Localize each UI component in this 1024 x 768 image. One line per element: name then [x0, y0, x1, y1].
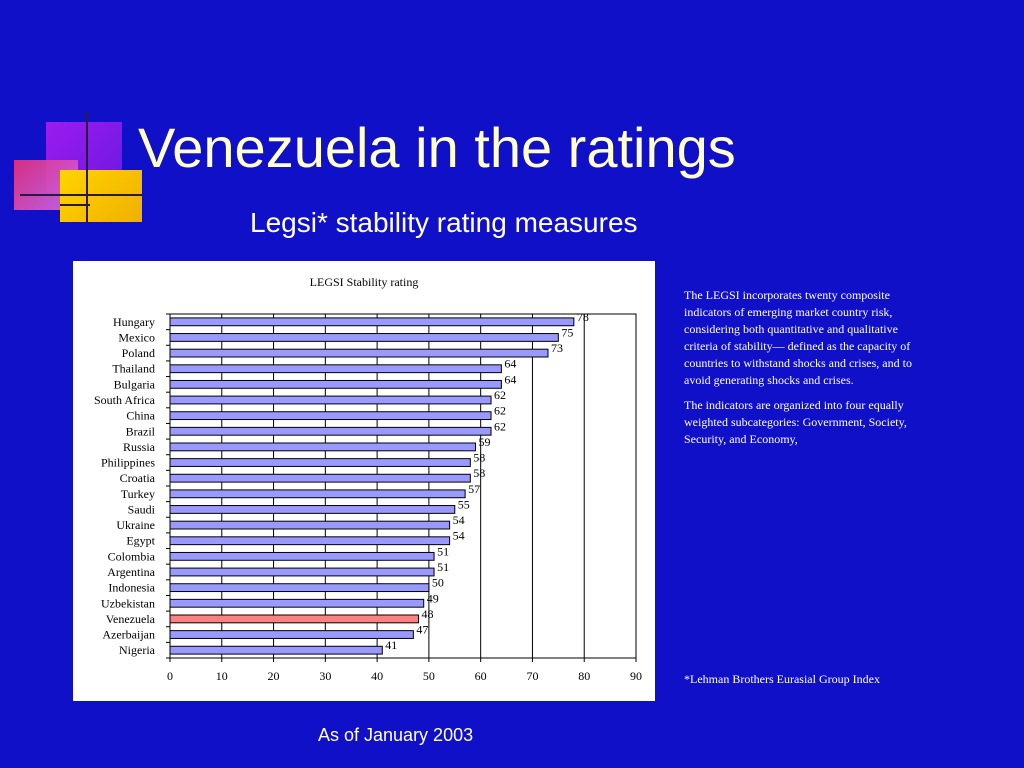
- x-tick-label: 80: [578, 669, 590, 683]
- description-paragraph-2: The indicators are organized into four e…: [684, 398, 907, 447]
- chart-panel: LEGSI Stability rating 0 10 20 30 40 50 60 70 80…: [73, 261, 655, 701]
- x-tick-label: 90: [630, 669, 642, 683]
- data-label: 78: [577, 310, 589, 324]
- data-label: 64: [504, 372, 516, 386]
- slide-title: Venezuela in the ratings: [138, 116, 736, 179]
- x-tick-label: 70: [526, 669, 538, 683]
- decorative-horizontal-line: [20, 194, 144, 196]
- category-label: Russia: [123, 440, 156, 454]
- data-label: 47: [416, 623, 428, 637]
- data-label: 58: [473, 451, 485, 465]
- category-label: Colombia: [108, 549, 156, 563]
- x-tick-label: 50: [423, 669, 435, 683]
- data-label: 54: [453, 529, 465, 543]
- bar-colombia: [169, 551, 435, 561]
- bar-saudi: [169, 505, 456, 514]
- data-label: 51: [437, 544, 449, 558]
- footnote: *Lehman Brothers Eurasial Group Index: [684, 672, 880, 686]
- bar-argentina: [169, 567, 435, 577]
- slide-subtitle: Legsi* stability rating measures: [250, 207, 638, 238]
- category-label: Argentina: [107, 565, 155, 579]
- category-label: Ukraine: [116, 518, 155, 532]
- category-label: Turkey: [121, 487, 155, 501]
- data-label: 58: [473, 466, 485, 480]
- data-label: 75: [561, 325, 573, 339]
- decorative-horizontal-line-short: [60, 204, 90, 206]
- data-label: 41: [385, 638, 397, 652]
- bar-hungary: [169, 317, 575, 327]
- category-label: Mexico: [118, 330, 155, 344]
- category-label: Poland: [122, 346, 155, 360]
- category-label: Philippines: [101, 456, 155, 470]
- category-label: Uzbekistan: [101, 596, 155, 610]
- category-label: South Africa: [94, 393, 156, 407]
- x-tick-label: 60: [475, 669, 487, 683]
- bar-ukraine: [169, 520, 451, 530]
- x-tick-label: 30: [319, 669, 331, 683]
- bar-indonesia: [169, 583, 430, 593]
- data-label: 50: [432, 576, 444, 590]
- bar-turkey: [169, 489, 466, 499]
- data-label: 48: [422, 607, 434, 621]
- bar-philippines: [169, 458, 471, 467]
- bar-mexico: [169, 333, 559, 342]
- bar-poland: [169, 348, 549, 358]
- description-paragraph-1: The LEGSI incorporates twenty composite …: [684, 288, 912, 388]
- category-label: Saudi: [128, 502, 156, 516]
- bar-chart: LEGSI Stability rating 0 10 20 30 40 50 60 70 80…: [94, 275, 642, 683]
- data-label: 64: [504, 357, 516, 371]
- category-label: Nigeria: [119, 643, 156, 657]
- bar-china: [169, 411, 492, 421]
- data-label: 51: [437, 560, 449, 574]
- data-label: 59: [478, 435, 490, 449]
- as-of-date: As of January 2003: [318, 725, 474, 745]
- category-label: Thailand: [112, 362, 155, 376]
- chart-title: LEGSI Stability rating: [310, 275, 419, 289]
- decorative-vertical-line: [86, 112, 88, 224]
- data-label: 62: [494, 419, 506, 433]
- data-label: 62: [494, 388, 506, 402]
- x-tick-label: 20: [268, 669, 280, 683]
- category-label: Brazil: [126, 424, 156, 438]
- data-label: 55: [458, 497, 470, 511]
- category-label: Venezuela: [106, 612, 156, 626]
- bar-brazil: [169, 426, 492, 436]
- data-label: 54: [453, 513, 465, 527]
- bar-thailand: [169, 364, 502, 374]
- category-label: Azerbaijan: [102, 628, 155, 642]
- bar-russia: [169, 442, 476, 452]
- category-label: Indonesia: [108, 581, 155, 595]
- decorative-yellow-square: [60, 170, 142, 222]
- category-label: Croatia: [120, 471, 156, 485]
- description-panel: The LEGSI incorporates twenty composite …: [684, 287, 934, 456]
- bar-azerbaijan: [169, 630, 414, 639]
- category-label: Egypt: [126, 534, 155, 548]
- bar-croatia: [169, 473, 471, 483]
- bar-south-africa: [169, 395, 492, 405]
- bar-uzbekistan: [169, 598, 425, 608]
- bar-egypt: [169, 536, 451, 546]
- bar-bulgaria: [169, 379, 502, 389]
- x-tick-label: 0: [167, 669, 173, 683]
- category-label: Bulgaria: [114, 377, 156, 391]
- x-tick-label: 40: [371, 669, 383, 683]
- x-tick-label: 10: [216, 669, 228, 683]
- data-label: 49: [427, 591, 439, 605]
- data-label: 62: [494, 404, 506, 418]
- category-label: China: [126, 409, 155, 423]
- data-label: 57: [468, 482, 480, 496]
- bar-nigeria: [169, 645, 383, 655]
- bar-venezuela: [169, 614, 420, 624]
- category-label: Hungary: [113, 315, 155, 329]
- data-label: 73: [551, 341, 563, 355]
